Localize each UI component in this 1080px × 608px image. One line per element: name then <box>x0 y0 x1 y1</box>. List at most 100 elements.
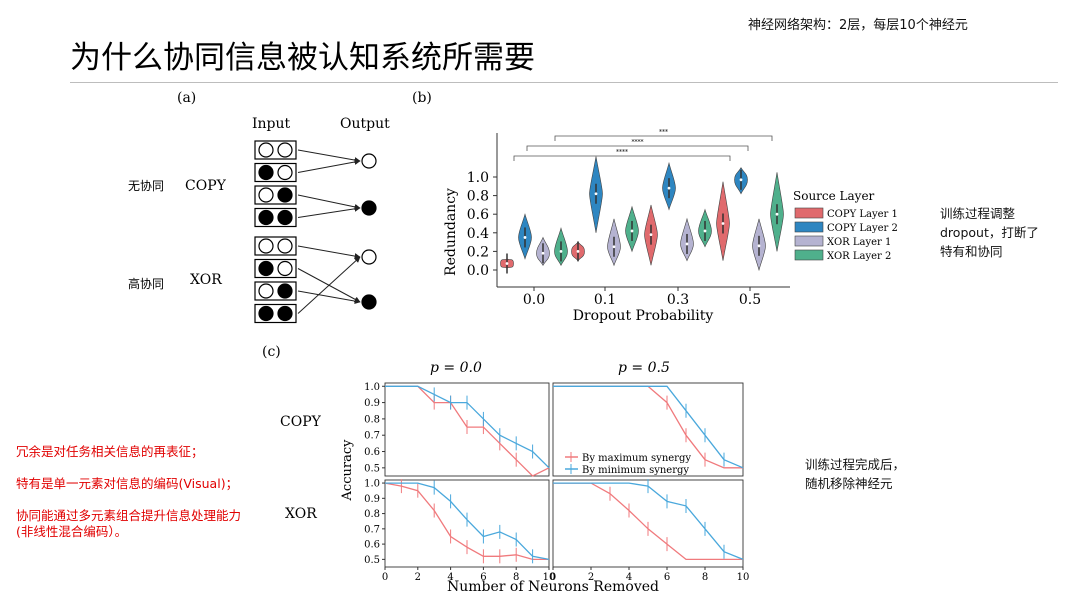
violin-median <box>703 229 707 233</box>
row-label-copy: COPY <box>280 414 322 430</box>
dropout-note-line: 训练过程调整 <box>940 206 1016 221</box>
significance-stars: *** <box>659 129 668 136</box>
xor-cn-label: 高协同 <box>128 276 164 291</box>
significance-brackets: *********** <box>513 129 773 161</box>
x-tick-label: 4 <box>447 572 453 583</box>
x-tick-label: 8 <box>513 572 519 583</box>
mapping-arrow <box>297 245 361 260</box>
y-tick-label: 0.2 <box>467 244 489 260</box>
y-tick-label: 0.7 <box>364 524 380 535</box>
violin-median <box>739 178 743 182</box>
legend-label: XOR Layer 1 <box>827 237 891 248</box>
y-tick-label: 0.0 <box>467 263 489 279</box>
min_synergy-line <box>553 385 744 469</box>
x-tick-label: 2 <box>588 572 594 583</box>
violin-legend: Source Layer COPY Layer 1 COPY Layer 2 XOR… <box>793 189 898 262</box>
subplot-frame <box>552 382 744 477</box>
significance-bracket <box>526 145 749 151</box>
violin-median <box>612 245 616 249</box>
violin-median <box>775 212 779 216</box>
significance-bracket <box>513 155 731 161</box>
dropout-note-line: dropout，打断了 <box>940 225 1039 240</box>
output-unit-off <box>361 249 377 265</box>
significance-stars: **** <box>632 139 644 146</box>
significance-stars: **** <box>616 149 628 156</box>
violin-median <box>559 250 563 253</box>
x-tick-label: 8 <box>702 572 708 583</box>
output-unit-on <box>361 200 377 216</box>
input-box <box>254 207 297 228</box>
input-unit-off <box>258 142 274 158</box>
y-tick-label: 0.9 <box>364 494 380 505</box>
violin-median <box>630 229 634 233</box>
x-tick-label: 0.5 <box>739 292 761 308</box>
legend-label: XOR Layer 2 <box>827 251 891 262</box>
input-unit-on <box>277 187 293 203</box>
x-tick-label: 0.0 <box>523 292 545 308</box>
input-unit-on <box>258 209 274 226</box>
mapping-arrow <box>297 290 361 305</box>
ablation-legend: By maximum synergy By minimum synergy <box>565 452 691 476</box>
x-tick-label: 6 <box>664 572 670 583</box>
x-tick-label: 0.3 <box>667 292 689 308</box>
input-unit-on <box>258 260 274 277</box>
y-tick-label: 1.0 <box>467 170 489 186</box>
x-tick-label: 6 <box>480 572 486 583</box>
legend-min-synergy: By minimum synergy <box>582 465 689 476</box>
mapping-arrow <box>297 149 361 164</box>
max_synergy-line <box>553 482 743 561</box>
panel-b-label: (b) <box>412 90 432 106</box>
xor-label: XOR <box>190 272 222 288</box>
legend-swatch <box>794 207 824 219</box>
input-unit-on <box>277 209 293 226</box>
violin-plot: 0.00.20.40.60.81.0 0.0 0.1 0.3 0.5 ********… <box>443 129 790 324</box>
input-box <box>254 236 297 256</box>
x-tick-label: 10 <box>737 572 750 583</box>
synergy-definition-cont: (非线性混合编码）。 <box>16 524 128 539</box>
violin-legend-items: COPY Layer 1 COPY Layer 2 XOR Layer 1 XOR L… <box>794 207 898 262</box>
input-box <box>254 281 297 301</box>
y-tick-label: 0.5 <box>364 463 380 474</box>
violin-xticks: 0.0 0.1 0.3 0.5 <box>523 287 761 308</box>
legend-swatch <box>794 221 824 233</box>
title-divider <box>70 82 1058 83</box>
x-tick-label: 0 <box>550 572 556 583</box>
page-title: 为什么协同信息被认知系统所需要 <box>70 40 535 76</box>
row-label-xor: XOR <box>285 506 317 522</box>
x-tick-label: 2 <box>415 572 421 583</box>
removal-note: 训练过程完成后， 随机移除神经元 <box>805 455 905 493</box>
subplot-frame <box>384 479 550 568</box>
x-tick-label: 10 <box>543 572 556 583</box>
input-unit-off <box>277 164 293 181</box>
input-header: Input <box>252 116 291 132</box>
y-tick-label: 0.8 <box>467 189 489 205</box>
violin-median <box>541 251 545 255</box>
violin-xlabel: Dropout Probability <box>573 308 714 324</box>
unique-definition: 特有是单一元素对信息的编码(Visual)； <box>16 476 239 491</box>
y-tick-label: 0.9 <box>364 398 380 409</box>
input-unit-off <box>277 142 293 158</box>
dropout-note: 训练过程调整 dropout，打断了 特有和协同 <box>940 204 1039 261</box>
violin-ylabel: Redundancy <box>443 188 459 276</box>
violin-median <box>649 233 653 237</box>
copy-cn-label: 无协同 <box>128 178 164 193</box>
input-unit-on <box>258 164 274 181</box>
ablation-line-plots: 0.5 0.6 0.7 0.8 0.9 1.0 0.5 0.6 0.7 0.8 0.9 1.0 0 2 4 6… <box>364 382 749 583</box>
panel-c-label: (c) <box>262 344 281 360</box>
y-tick-label: 1.0 <box>364 479 380 490</box>
input-box <box>254 162 297 183</box>
violin-median <box>667 186 671 190</box>
y-tick-label: 0.7 <box>364 431 380 442</box>
input-unit-on <box>258 305 274 322</box>
y-tick-label: 0.8 <box>364 414 380 425</box>
mapping-arrow <box>297 205 361 218</box>
y-tick-label: 0.8 <box>364 509 380 520</box>
legend-label: COPY Layer 2 <box>827 223 898 234</box>
col-title-p0: p = 0.0 <box>430 360 482 376</box>
input-unit-off <box>277 260 293 277</box>
input-unit-off <box>258 238 274 254</box>
input-unit-off <box>258 187 274 203</box>
violin-median <box>757 244 761 248</box>
violin-median <box>721 222 725 225</box>
